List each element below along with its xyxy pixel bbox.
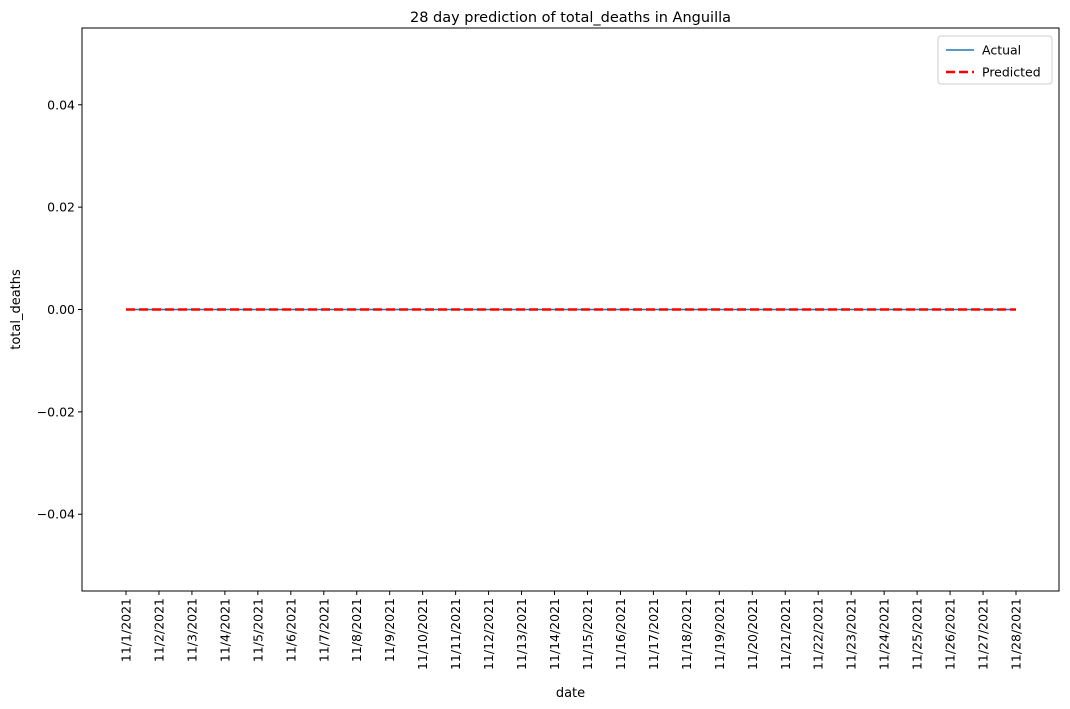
- x-tick-label: 11/3/2021: [184, 598, 199, 662]
- x-axis-ticks: 11/1/2021 11/2/2021 11/3/2021 11/4/2021 11/5…: [119, 591, 1024, 670]
- y-tick-label: 0.00: [47, 302, 75, 317]
- x-tick-label: 11/17/2021: [646, 598, 661, 670]
- x-tick-label: 11/2/2021: [151, 598, 166, 662]
- x-tick-label: 11/21/2021: [778, 598, 793, 670]
- plot-frame: [81, 27, 1060, 592]
- x-tick-label: 11/5/2021: [250, 598, 265, 662]
- x-tick-label: 11/7/2021: [316, 598, 331, 662]
- x-tick-label: 11/18/2021: [679, 598, 694, 670]
- y-axis-label: total_deaths: [9, 269, 24, 350]
- x-tick-label: 11/14/2021: [547, 598, 562, 670]
- x-tick-label: 11/23/2021: [844, 598, 859, 670]
- legend-label-actual: Actual: [982, 43, 1021, 58]
- y-tick-label: 0.02: [47, 200, 75, 215]
- x-tick-label: 11/24/2021: [877, 598, 892, 670]
- legend: Actual Predicted: [937, 35, 1053, 85]
- x-tick-label: 11/16/2021: [613, 598, 628, 670]
- x-tick-label: 11/8/2021: [349, 598, 364, 662]
- y-tick-label: 0.04: [47, 97, 75, 112]
- x-tick-label: 11/12/2021: [481, 598, 496, 670]
- y-tick-label: −0.02: [37, 404, 75, 419]
- x-tick-label: 11/27/2021: [976, 598, 991, 670]
- x-tick-label: 11/22/2021: [811, 598, 826, 670]
- x-axis-label: date: [556, 686, 585, 701]
- x-tick-label: 11/25/2021: [910, 598, 925, 670]
- legend-label-predicted: Predicted: [982, 65, 1041, 80]
- x-tick-label: 11/19/2021: [712, 598, 727, 670]
- x-tick-label: 11/15/2021: [580, 598, 595, 670]
- x-tick-label: 11/1/2021: [119, 598, 134, 662]
- x-tick-label: 11/11/2021: [448, 598, 463, 670]
- x-tick-label: 11/20/2021: [745, 598, 760, 670]
- x-tick-label: 11/9/2021: [382, 598, 397, 662]
- x-tick-label: 11/13/2021: [514, 598, 529, 670]
- x-tick-label: 11/28/2021: [1009, 598, 1024, 670]
- y-tick-label: −0.04: [37, 507, 75, 522]
- x-tick-label: 11/10/2021: [415, 598, 430, 670]
- x-tick-label: 11/6/2021: [283, 598, 298, 662]
- x-tick-label: 11/4/2021: [217, 598, 232, 662]
- x-tick-label: 11/26/2021: [943, 598, 958, 670]
- y-axis-ticks: 0.04 0.02 0.00 −0.02 −0.04: [37, 97, 82, 522]
- chart-title: 28 day prediction of total_deaths in Ang…: [410, 10, 731, 26]
